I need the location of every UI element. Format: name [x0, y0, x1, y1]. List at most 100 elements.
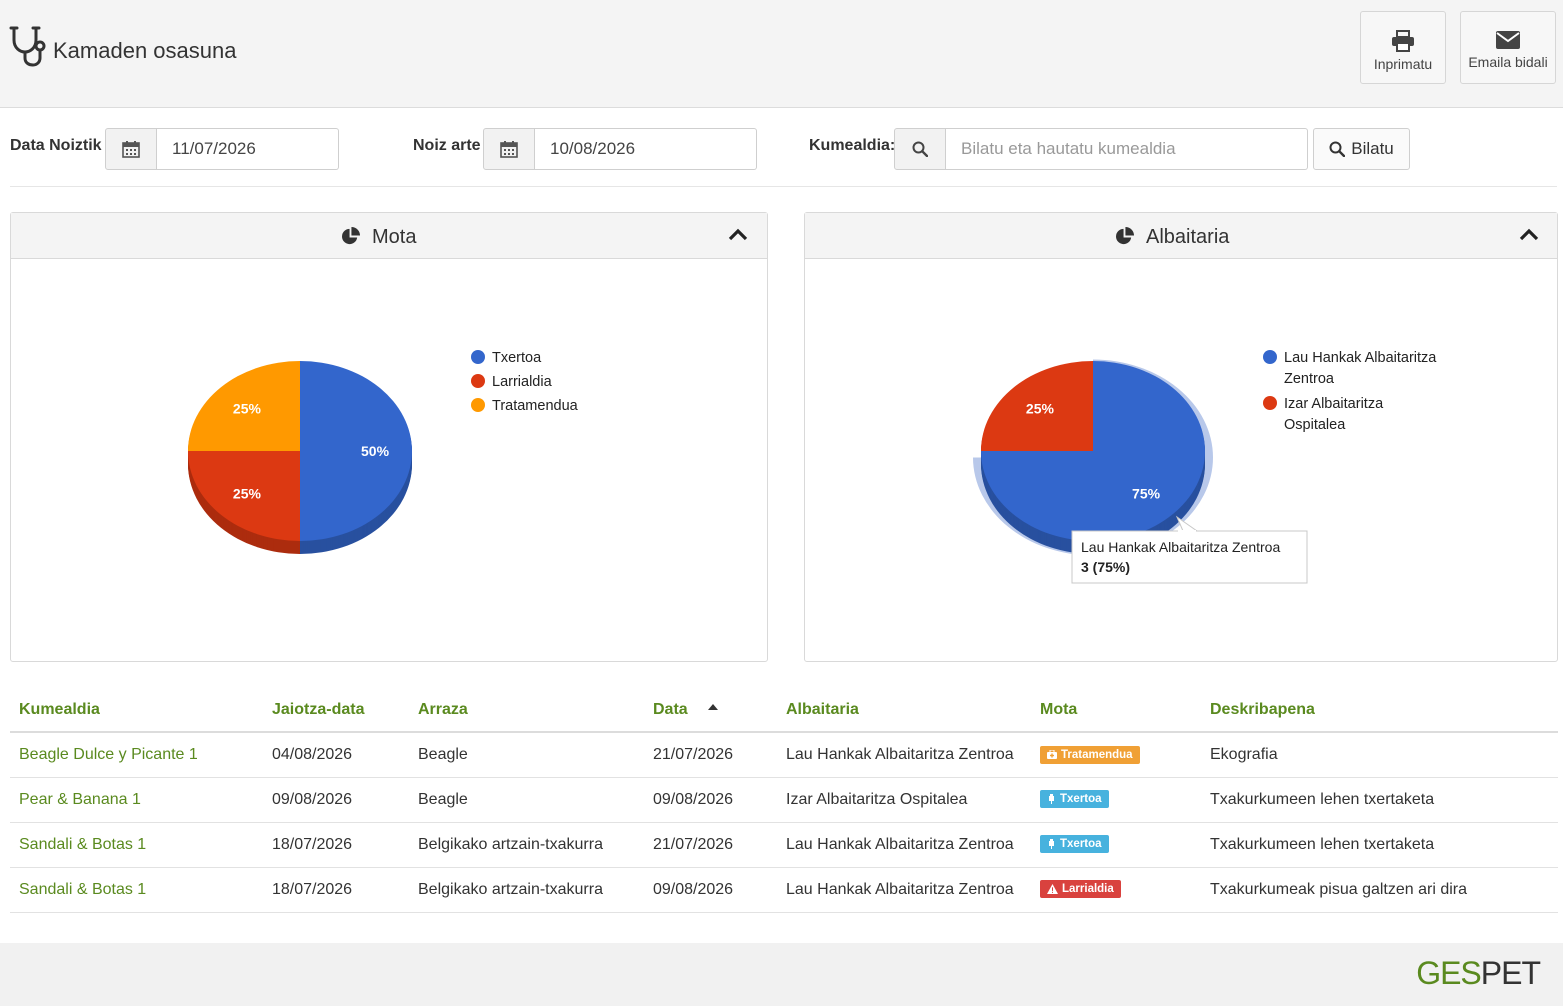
tooltip-pointer-mask — [1178, 530, 1196, 532]
vet-cell: Lau Hankak Albaitaritza Zentroa — [777, 732, 1031, 778]
pie-slice-izar-albaitaritza-ospitalea — [981, 361, 1093, 451]
slice-data-label: 50% — [361, 443, 390, 459]
column-header-arraza[interactable]: Arraza — [409, 688, 644, 733]
vet-cell: Lau Hankak Albaitaritza Zentroa — [777, 867, 1031, 913]
table-row: Pear & Banana 1 09/08/2026 Beagle 09/08/202… — [10, 777, 1558, 823]
health-records-table: Kumealdia Jaiotza-data Arraza Data Albai… — [10, 688, 1558, 913]
syringe-icon — [1047, 794, 1056, 804]
print-button[interactable]: Inprimatu — [1360, 11, 1446, 84]
litter-link[interactable]: Beagle Dulce y Picante 1 — [10, 732, 263, 778]
calendar-icon — [500, 141, 518, 158]
legend-label: Izar Albaitaritza — [1284, 396, 1384, 412]
description-cell: Txakurkumeak pisua galtzen ari dira — [1201, 867, 1558, 913]
vet-cell: Lau Hankak Albaitaritza Zentroa — [777, 822, 1031, 868]
litter-search-addon — [894, 128, 946, 170]
pie-slice-txertoa — [300, 361, 412, 541]
table-row: Beagle Dulce y Picante 1 04/08/2026 Beagle… — [10, 732, 1558, 778]
column-header-jaiotza-data[interactable]: Jaiotza-data — [263, 688, 409, 733]
legend-marker — [471, 374, 485, 388]
legend-marker — [1263, 396, 1277, 410]
type-badge: Txertoa — [1040, 835, 1109, 853]
column-header-mota[interactable]: Mota — [1031, 688, 1201, 733]
page-title: Kamaden osasuna — [53, 38, 237, 63]
albaitaria-panel: Albaitaria 75% 25% Lau Hankak Albaitaritza… — [804, 212, 1558, 662]
slice-data-label: 25% — [233, 400, 262, 416]
table-row: Sandali & Botas 1 18/07/2026 Belgikako art… — [10, 822, 1558, 868]
albaitaria-panel-header: Albaitaria — [805, 213, 1557, 259]
type-badge: Larrialdia — [1040, 880, 1121, 898]
date-to-calendar-button[interactable] — [483, 128, 535, 170]
litter-link[interactable]: Sandali & Botas 1 — [10, 822, 263, 868]
column-header-kumealdia[interactable]: Kumealdia — [10, 688, 263, 733]
description-cell: Txakurkumeen lehen txertaketa — [1201, 777, 1558, 823]
legend-marker — [471, 398, 485, 412]
table-header-row: Kumealdia Jaiotza-data Arraza Data Albai… — [10, 688, 1558, 733]
warning-icon — [1047, 884, 1058, 894]
chevron-up-icon[interactable] — [1519, 227, 1539, 243]
type-cell: Tratamendua — [1031, 732, 1201, 778]
litter-link[interactable]: Pear & Banana 1 — [10, 777, 263, 823]
litter-search-input[interactable] — [946, 128, 1308, 170]
column-header-albaitaria[interactable]: Albaitaria — [777, 688, 1031, 733]
date-cell: 21/07/2026 — [644, 732, 777, 778]
date-from-calendar-button[interactable] — [105, 128, 157, 170]
search-button[interactable]: Bilatu — [1313, 128, 1410, 170]
tooltip-value: 3 (75%) — [1081, 559, 1130, 575]
chart-tooltip: Lau Hankak Albaitaritza Zentroa 3 (75%) — [1071, 515, 1308, 584]
column-header-data[interactable]: Data — [644, 688, 777, 733]
slice-data-label: 75% — [1132, 486, 1161, 502]
date-from-input[interactable] — [157, 128, 339, 170]
type-badge: Tratamendua — [1040, 745, 1140, 764]
albaitaria-pie-chart: 75% 25% Lau Hankak Albaitaritza Zentroa Izar… — [973, 350, 1437, 584]
breed-cell: Beagle — [409, 777, 644, 823]
date-cell: 09/08/2026 — [644, 777, 777, 823]
footer: GESPET — [0, 943, 1563, 1006]
type-cell: Txertoa — [1031, 822, 1201, 868]
birth-date-cell: 18/07/2026 — [263, 867, 409, 913]
date-to-label: Noiz arte — [413, 137, 481, 154]
pie-slice-tratamendua — [188, 361, 300, 451]
type-badge: Txertoa — [1040, 790, 1109, 808]
birth-date-cell: 04/08/2026 — [263, 732, 409, 778]
legend-label: Ospitalea — [1284, 417, 1346, 433]
tooltip-name: Lau Hankak Albaitaritza Zentroa — [1081, 539, 1280, 555]
breed-cell: Belgikako artzain-txakurra — [409, 867, 644, 913]
mota-panel-header: Mota — [11, 213, 767, 259]
legend-label: Tratamendua — [492, 398, 579, 414]
search-button-label: Bilatu — [1351, 139, 1394, 158]
filters-divider — [10, 186, 1557, 187]
date-to-input[interactable] — [535, 128, 757, 170]
birth-date-cell: 18/07/2026 — [263, 822, 409, 868]
pie-chart-icon — [1116, 227, 1134, 245]
send-email-button[interactable]: Emaila bidali — [1460, 11, 1556, 84]
pie-slice-larrialdia — [188, 451, 300, 541]
gespet-logo: GESPET — [1416, 955, 1541, 991]
breed-cell: Beagle — [409, 732, 644, 778]
breed-cell: Belgikako artzain-txakurra — [409, 822, 644, 868]
stethoscope-icon — [9, 26, 46, 67]
sort-ascending-icon — [707, 703, 718, 710]
send-email-label: Emaila bidali — [1468, 54, 1548, 70]
type-badge-label: Txertoa — [1060, 838, 1102, 850]
print-label: Inprimatu — [1373, 56, 1433, 72]
type-badge-label: Tratamendua — [1061, 748, 1133, 761]
calendar-icon — [122, 141, 140, 158]
top-bar: Kamaden osasuna Inprimatu Emaila bidali — [0, 0, 1563, 108]
type-cell: Larrialdia — [1031, 867, 1201, 913]
birth-date-cell: 09/08/2026 — [263, 777, 409, 823]
albaitaria-panel-title: Albaitaria — [1146, 226, 1230, 248]
litter-label: Kumealdia: — [809, 137, 896, 154]
column-header-deskribapena[interactable]: Deskribapena — [1201, 688, 1558, 733]
litter-link[interactable]: Sandali & Botas 1 — [10, 867, 263, 913]
legend-marker — [1263, 350, 1277, 364]
search-icon — [912, 141, 928, 157]
legend-label: Zentroa — [1284, 371, 1335, 387]
table-row: Sandali & Botas 1 18/07/2026 Belgikako art… — [10, 867, 1558, 913]
printer-icon — [1392, 30, 1414, 52]
mota-pie-chart: 50% 25% 25% Txertoa Larrialdia Tratamendua — [188, 350, 579, 554]
medkit-icon — [1047, 750, 1057, 759]
type-cell: Txertoa — [1031, 777, 1201, 823]
chevron-up-icon[interactable] — [728, 227, 748, 243]
envelope-icon — [1496, 31, 1520, 49]
mota-panel: Mota 50% 25% 25% Txertoa Larrialdia Tratamend… — [10, 212, 768, 662]
